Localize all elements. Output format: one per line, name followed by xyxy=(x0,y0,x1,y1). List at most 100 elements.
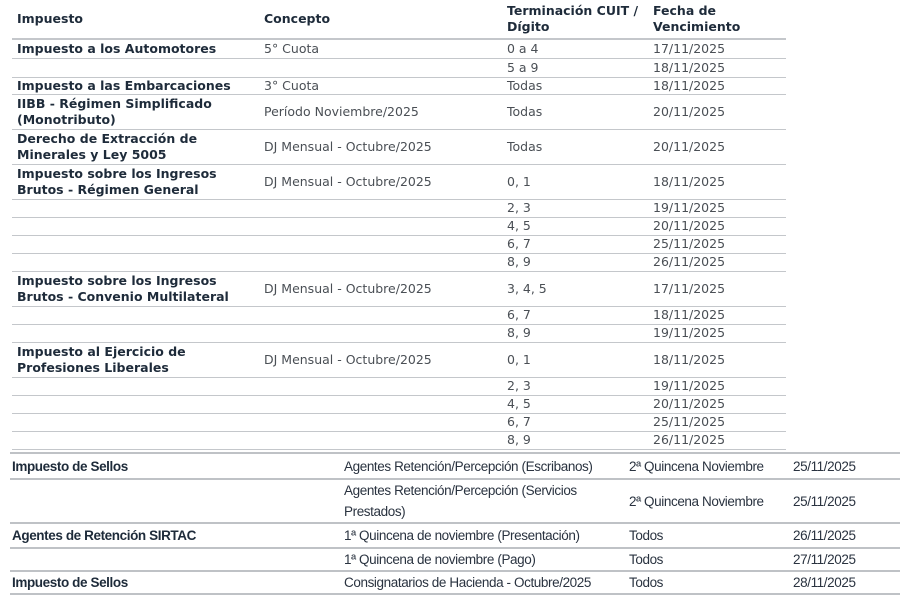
table-row: IIBB - Régimen Simplificado (Monotributo… xyxy=(12,94,786,130)
cell-concepto xyxy=(259,324,502,343)
cell-impuesto: Impuesto sobre los Ingresos Brutos - Rég… xyxy=(12,164,259,200)
cell-impuesto xyxy=(12,58,259,78)
cell-impuesto xyxy=(10,479,342,524)
cell-concepto xyxy=(259,395,502,414)
cell-concepto xyxy=(259,217,502,236)
table-row: Impuesto de Sellos Consignatarios de Haci… xyxy=(10,571,900,595)
cell-fecha: 25/11/2025 xyxy=(648,413,786,432)
cell-impuesto xyxy=(12,431,259,450)
table-row: 8, 9 26/11/2025 xyxy=(12,253,786,272)
table-row: 8, 9 26/11/2025 xyxy=(12,431,786,450)
table-row: 8, 9 19/11/2025 xyxy=(12,324,786,343)
cell-fecha: 26/11/2025 xyxy=(791,523,900,549)
cell-concepto: 5° Cuota xyxy=(259,39,502,59)
cell-fecha: 26/11/2025 xyxy=(648,431,786,450)
cell-impuesto: IIBB - Régimen Simplificado (Monotributo… xyxy=(12,94,259,130)
cell-terminacion: 2ª Quincena Noviembre xyxy=(627,479,791,524)
cell-fecha: 19/11/2025 xyxy=(648,377,786,396)
cell-concepto: Agentes Retención/Percepción (Servicios … xyxy=(342,479,627,524)
cell-concepto: 3° Cuota xyxy=(259,77,502,95)
cell-terminacion: 2, 3 xyxy=(502,377,648,396)
cell-fecha: 20/11/2025 xyxy=(648,129,786,165)
cell-concepto: DJ Mensual - Octubre/2025 xyxy=(259,129,502,165)
table-row: Impuesto sobre los Ingresos Brutos - Con… xyxy=(12,271,786,307)
cell-terminacion: 8, 9 xyxy=(502,253,648,272)
header-concepto: Concepto xyxy=(259,0,502,40)
cell-terminacion: 3, 4, 5 xyxy=(502,271,648,307)
header-impuesto: Impuesto xyxy=(12,0,259,40)
cell-impuesto xyxy=(10,548,342,572)
cell-concepto xyxy=(259,413,502,432)
cell-terminacion: 2ª Quincena Noviembre xyxy=(627,453,791,480)
cell-fecha: 19/11/2025 xyxy=(648,199,786,218)
table-row: 2, 3 19/11/2025 xyxy=(12,377,786,396)
cell-fecha: 26/11/2025 xyxy=(648,253,786,272)
cell-impuesto xyxy=(12,377,259,396)
cell-impuesto xyxy=(12,395,259,414)
table-row: 5 a 9 18/11/2025 xyxy=(12,58,786,78)
cell-terminacion: Todos xyxy=(627,571,791,595)
table-row: Impuesto a las Embarcaciones 3° Cuota Toda… xyxy=(12,77,786,95)
cell-concepto: 1ª Quincena de noviembre (Presentación) xyxy=(342,523,627,549)
cell-impuesto: Impuesto a las Embarcaciones xyxy=(12,77,259,95)
cell-concepto xyxy=(259,253,502,272)
cell-fecha: 18/11/2025 xyxy=(648,77,786,95)
cell-terminacion: 8, 9 xyxy=(502,431,648,450)
cell-impuesto xyxy=(12,199,259,218)
cell-terminacion: Todas xyxy=(502,129,648,165)
cell-terminacion: Todas xyxy=(502,77,648,95)
cell-fecha: 19/11/2025 xyxy=(648,324,786,343)
cell-fecha: 28/11/2025 xyxy=(791,571,900,595)
cell-concepto xyxy=(259,377,502,396)
cell-impuesto: Impuesto de Sellos xyxy=(10,571,342,595)
table-row: Impuesto sobre los Ingresos Brutos - Rég… xyxy=(12,164,786,200)
cell-fecha: 27/11/2025 xyxy=(791,548,900,572)
table-row: Derecho de Extracción de Minerales y Ley… xyxy=(12,129,786,165)
cell-impuesto xyxy=(12,235,259,254)
cell-terminacion: Todos xyxy=(627,548,791,572)
cell-fecha: 18/11/2025 xyxy=(648,58,786,78)
cell-impuesto: Derecho de Extracción de Minerales y Ley… xyxy=(12,129,259,165)
cell-concepto xyxy=(259,58,502,78)
cell-terminacion: 8, 9 xyxy=(502,324,648,343)
cell-impuesto xyxy=(12,413,259,432)
cell-fecha: 25/11/2025 xyxy=(791,479,900,524)
cell-fecha: 25/11/2025 xyxy=(648,235,786,254)
cell-concepto xyxy=(259,235,502,254)
table-row: Agentes Retención/Percepción (Servicios … xyxy=(10,479,900,524)
vencimientos-table: Impuesto Concepto Terminación CUIT / Díg… xyxy=(12,0,786,450)
header-fecha: Fecha de Vencimiento xyxy=(648,0,786,40)
cell-fecha: 20/11/2025 xyxy=(648,94,786,130)
vencimientos-table-2: Impuesto de Sellos Agentes Retención/Perc… xyxy=(10,452,900,595)
header-terminacion: Terminación CUIT / Dígito xyxy=(502,0,648,40)
cell-terminacion: 4, 5 xyxy=(502,217,648,236)
table-row: Impuesto de Sellos Agentes Retención/Perc… xyxy=(10,453,900,480)
cell-concepto: DJ Mensual - Octubre/2025 xyxy=(259,342,502,378)
cell-impuesto: Impuesto sobre los Ingresos Brutos - Con… xyxy=(12,271,259,307)
table-row: Impuesto al Ejercicio de Profesiones Lib… xyxy=(12,342,786,378)
cell-fecha: 17/11/2025 xyxy=(648,39,786,59)
cell-terminacion: 6, 7 xyxy=(502,235,648,254)
cell-impuesto: Agentes de Retención SIRTAC xyxy=(10,523,342,549)
cell-terminacion: 5 a 9 xyxy=(502,58,648,78)
cell-concepto: Período Noviembre/2025 xyxy=(259,94,502,130)
cell-impuesto: Impuesto a los Automotores xyxy=(12,39,259,59)
cell-terminacion: 0, 1 xyxy=(502,164,648,200)
cell-impuesto xyxy=(12,253,259,272)
cell-fecha: 18/11/2025 xyxy=(648,164,786,200)
cell-fecha: 18/11/2025 xyxy=(648,342,786,378)
cell-impuesto xyxy=(12,324,259,343)
cell-terminacion: Todas xyxy=(502,94,648,130)
cell-concepto: Consignatarios de Hacienda - Octubre/202… xyxy=(342,571,627,595)
table-row: Agentes de Retención SIRTAC 1ª Quincena d… xyxy=(10,523,900,549)
cell-concepto: 1ª Quincena de noviembre (Pago) xyxy=(342,548,627,572)
cell-concepto: DJ Mensual - Octubre/2025 xyxy=(259,164,502,200)
cell-fecha: 17/11/2025 xyxy=(648,271,786,307)
cell-impuesto xyxy=(12,306,259,325)
cell-terminacion: Todos xyxy=(627,523,791,549)
cell-terminacion: 0 a 4 xyxy=(502,39,648,59)
cell-fecha: 18/11/2025 xyxy=(648,306,786,325)
cell-impuesto: Impuesto al Ejercicio de Profesiones Lib… xyxy=(12,342,259,378)
table-row: 6, 7 25/11/2025 xyxy=(12,413,786,432)
